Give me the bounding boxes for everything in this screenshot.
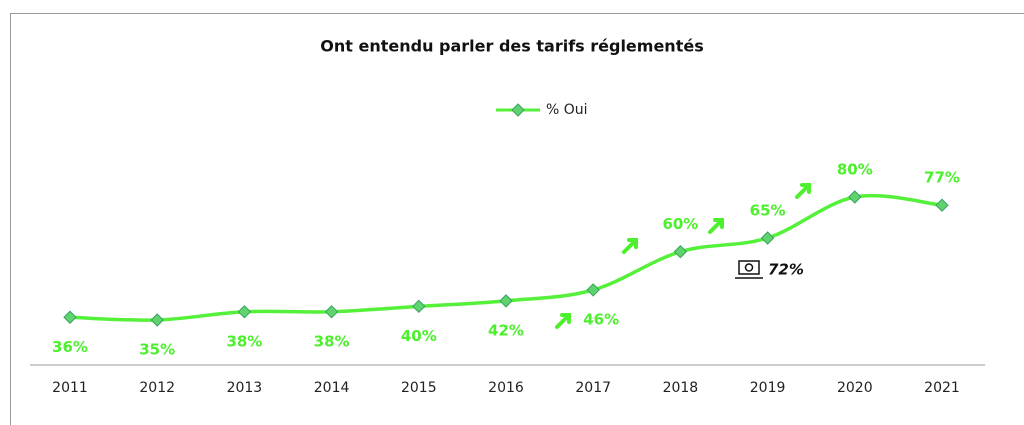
point-marker [673,244,688,259]
value-label: 65% [750,202,786,220]
chart-title: Ont entendu parler des tarifs réglementé… [320,37,703,56]
value-label: 38% [314,332,350,350]
x-tick-label: 2021 [924,380,960,396]
annotation: 72% [768,261,804,279]
point-marker [150,313,164,327]
value-label: 40% [401,327,437,345]
frame [10,13,1024,425]
value-label: 60% [662,215,698,233]
x-tick-label: 2012 [139,380,175,396]
x-tick-label: 2020 [837,380,873,396]
laptop-icon [735,260,763,279]
point-marker [237,305,252,319]
point-marker [586,283,600,297]
legend-marker [511,103,525,117]
x-tick-label: 2011 [52,380,88,396]
value-label: 38% [226,332,262,350]
point-marker [324,305,339,319]
point-marker [935,198,949,212]
x-tick-label: 2017 [575,380,611,396]
trend-arrows [555,183,811,329]
value-label: 80% [837,161,873,179]
x-tick-label: 2013 [227,380,263,396]
legend: % Oui [496,102,588,118]
value-label: 77% [924,169,960,187]
point-marker [412,299,426,314]
x-tick-label: 2016 [488,380,524,396]
value-label: 46% [583,310,619,328]
point-marker [63,310,77,324]
x-tick-label: 2014 [314,380,350,396]
legend-label: % Oui [546,102,588,118]
x-tick-label: 2019 [750,380,786,396]
x-tick-label: 2018 [663,380,699,396]
value-label: 35% [139,341,175,359]
point-marker [760,231,775,245]
value-label: 36% [52,338,88,356]
point-marker [848,190,862,204]
x-tick-label: 2015 [401,380,437,396]
point-marker [499,294,513,308]
value-label: 42% [488,321,524,339]
